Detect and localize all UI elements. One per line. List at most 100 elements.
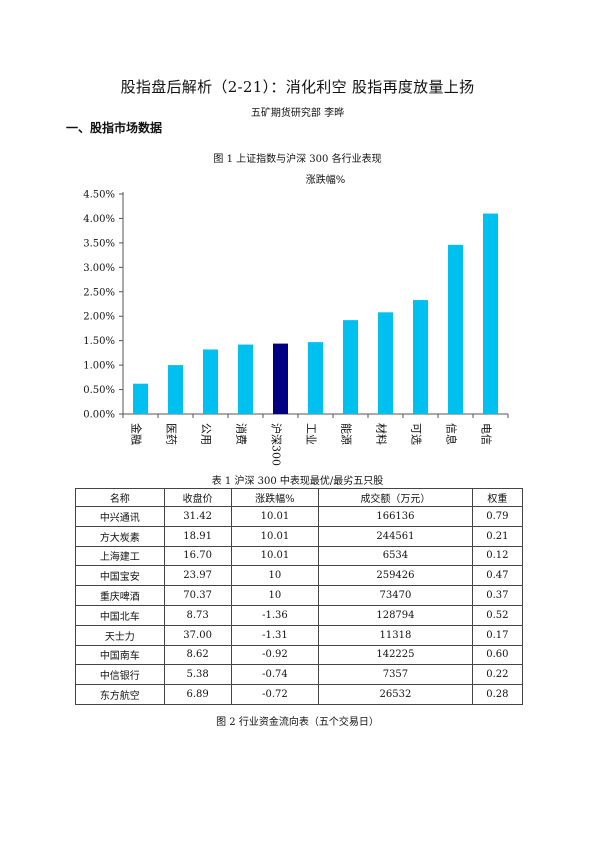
cell-turnover: 7357 xyxy=(318,664,473,686)
top-bottom-stocks-table: 名称 收盘价 涨跌幅% 成交额（万元） 权重 中兴通讯 31.42 10.01 166… xyxy=(75,488,524,705)
table-body: 中兴通讯 31.42 10.01 166136 0.79 方大炭素 18.91 10.01 24… xyxy=(75,506,524,705)
x-tick-label: 工业 xyxy=(305,423,318,445)
header-close: 收盘价 xyxy=(163,488,232,507)
section-heading: 一、股指市场数据 xyxy=(66,121,163,135)
cell-weight: 0.21 xyxy=(471,525,524,547)
x-tick-label: 金融 xyxy=(130,423,144,445)
table-row: 重庆啤酒 70.37 10 73470 0.37 xyxy=(75,585,524,606)
bar xyxy=(168,365,183,414)
cell-name: 中国北车 xyxy=(75,604,165,626)
cell-change: -0.92 xyxy=(230,644,320,666)
cell-turnover: 11318 xyxy=(318,624,473,646)
cell-name: 上海建工 xyxy=(75,545,165,567)
cell-change: 10.01 xyxy=(230,525,320,547)
cell-turnover: 128794 xyxy=(318,604,473,626)
cell-turnover: 6534 xyxy=(318,545,473,567)
table-header-row: 名称 收盘价 涨跌幅% 成交额（万元） 权重 xyxy=(75,488,524,507)
cell-close: 16.70 xyxy=(163,545,232,567)
cell-name: 中信银行 xyxy=(75,664,165,686)
cell-name: 东方航空 xyxy=(75,684,165,705)
bar xyxy=(273,343,288,414)
cell-change: 10.01 xyxy=(230,545,320,567)
bar xyxy=(203,349,218,414)
cell-close: 31.42 xyxy=(163,506,232,527)
cell-turnover: 259426 xyxy=(318,565,473,587)
cell-weight: 0.47 xyxy=(471,565,524,587)
cell-turnover: 26532 xyxy=(318,684,473,705)
cell-name: 中国宝安 xyxy=(75,565,165,587)
bar xyxy=(413,300,428,414)
cell-close: 23.97 xyxy=(163,565,232,587)
cell-close: 18.91 xyxy=(163,525,232,547)
bar xyxy=(308,342,323,414)
cell-change: 10.01 xyxy=(230,506,320,527)
x-tick-label: 材料 xyxy=(375,423,389,445)
cell-name: 中兴通讯 xyxy=(75,506,165,527)
bar xyxy=(133,383,148,414)
cell-change: 10 xyxy=(230,585,320,606)
table1-caption: 表 1 沪深 300 中表现最优/最劣五只股 xyxy=(211,476,384,487)
bar xyxy=(448,244,463,414)
header-name: 名称 xyxy=(75,488,165,507)
cell-weight: 0.12 xyxy=(471,545,524,567)
header-change: 涨跌幅% xyxy=(230,488,320,507)
table-row: 东方航空 6.89 -0.72 26532 0.28 xyxy=(75,684,524,705)
cell-close: 70.37 xyxy=(163,585,232,606)
y-tick-label: 3.50% xyxy=(83,238,115,249)
cell-turnover: 73470 xyxy=(318,585,473,606)
bar xyxy=(343,320,358,414)
cell-change: -0.72 xyxy=(230,684,320,705)
cell-name: 天士力 xyxy=(75,624,165,646)
header-weight: 权重 xyxy=(471,488,524,507)
x-tick-label: 电信 xyxy=(480,423,493,445)
y-tick-label: 0.50% xyxy=(83,385,115,396)
cell-weight: 0.79 xyxy=(471,506,524,527)
cell-weight: 0.60 xyxy=(471,644,524,666)
x-tick-label: 医药 xyxy=(165,423,178,445)
cell-change: -1.36 xyxy=(230,604,320,626)
table-row: 天士力 37.00 -1.31 11318 0.17 xyxy=(75,624,524,646)
table-row: 中信银行 5.38 -0.74 7357 0.22 xyxy=(75,664,524,686)
cell-name: 中国南车 xyxy=(75,644,165,666)
cell-weight: 0.28 xyxy=(471,684,524,705)
cell-close: 8.62 xyxy=(163,644,232,666)
page-title: 股指盘后解析（2-21）：消化利空 股指再度放量上扬 xyxy=(120,78,475,96)
cell-weight: 0.22 xyxy=(471,664,524,686)
table-row: 中兴通讯 31.42 10.01 166136 0.79 xyxy=(75,506,524,527)
cell-change: 10 xyxy=(230,565,320,587)
y-tick-label: 0.00% xyxy=(83,410,115,421)
y-tick-label: 4.00% xyxy=(83,214,115,225)
cell-change: -0.74 xyxy=(230,664,320,686)
table-row: 中国宝安 23.97 10 259426 0.47 xyxy=(75,565,524,587)
author-line: 五矿期货研究部 李晔 xyxy=(250,108,345,119)
cell-weight: 0.37 xyxy=(471,585,524,606)
table-row: 方大炭素 18.91 10.01 244561 0.21 xyxy=(75,525,524,547)
bar xyxy=(378,312,393,414)
cell-weight: 0.52 xyxy=(471,604,524,626)
cell-close: 6.89 xyxy=(163,684,232,705)
bar xyxy=(238,344,253,414)
y-tick-label: 1.00% xyxy=(83,361,115,372)
cell-turnover: 244561 xyxy=(318,525,473,547)
x-tick-label: 信息 xyxy=(445,423,459,445)
chart-title: 涨跌幅% xyxy=(306,173,346,186)
cell-close: 37.00 xyxy=(163,624,232,646)
bar xyxy=(483,213,498,414)
table-row: 中国南车 8.62 -0.92 142225 0.60 xyxy=(75,644,524,666)
cell-name: 重庆啤酒 xyxy=(75,585,165,606)
y-tick-label: 2.00% xyxy=(83,312,115,323)
x-tick-label: 能源 xyxy=(340,423,354,445)
cell-change: -1.31 xyxy=(230,624,320,646)
x-tick-label: 可选 xyxy=(410,423,423,445)
x-tick-label: 消费 xyxy=(235,423,249,445)
cell-turnover: 142225 xyxy=(318,644,473,666)
table-row: 上海建工 16.70 10.01 6534 0.12 xyxy=(75,545,524,567)
y-tick-label: 3.00% xyxy=(83,263,115,274)
y-tick-label: 4.50% xyxy=(83,190,115,201)
table-row: 中国北车 8.73 -1.36 128794 0.52 xyxy=(75,604,524,626)
y-tick-label: 1.50% xyxy=(83,336,115,347)
figure2-caption: 图 2 行业资金流向表（五个交易日） xyxy=(216,717,379,728)
y-tick-label: 2.50% xyxy=(83,287,115,298)
cell-weight: 0.17 xyxy=(471,624,524,646)
figure1-caption: 图 1 上证指数与沪深 300 各行业表现 xyxy=(213,154,382,165)
